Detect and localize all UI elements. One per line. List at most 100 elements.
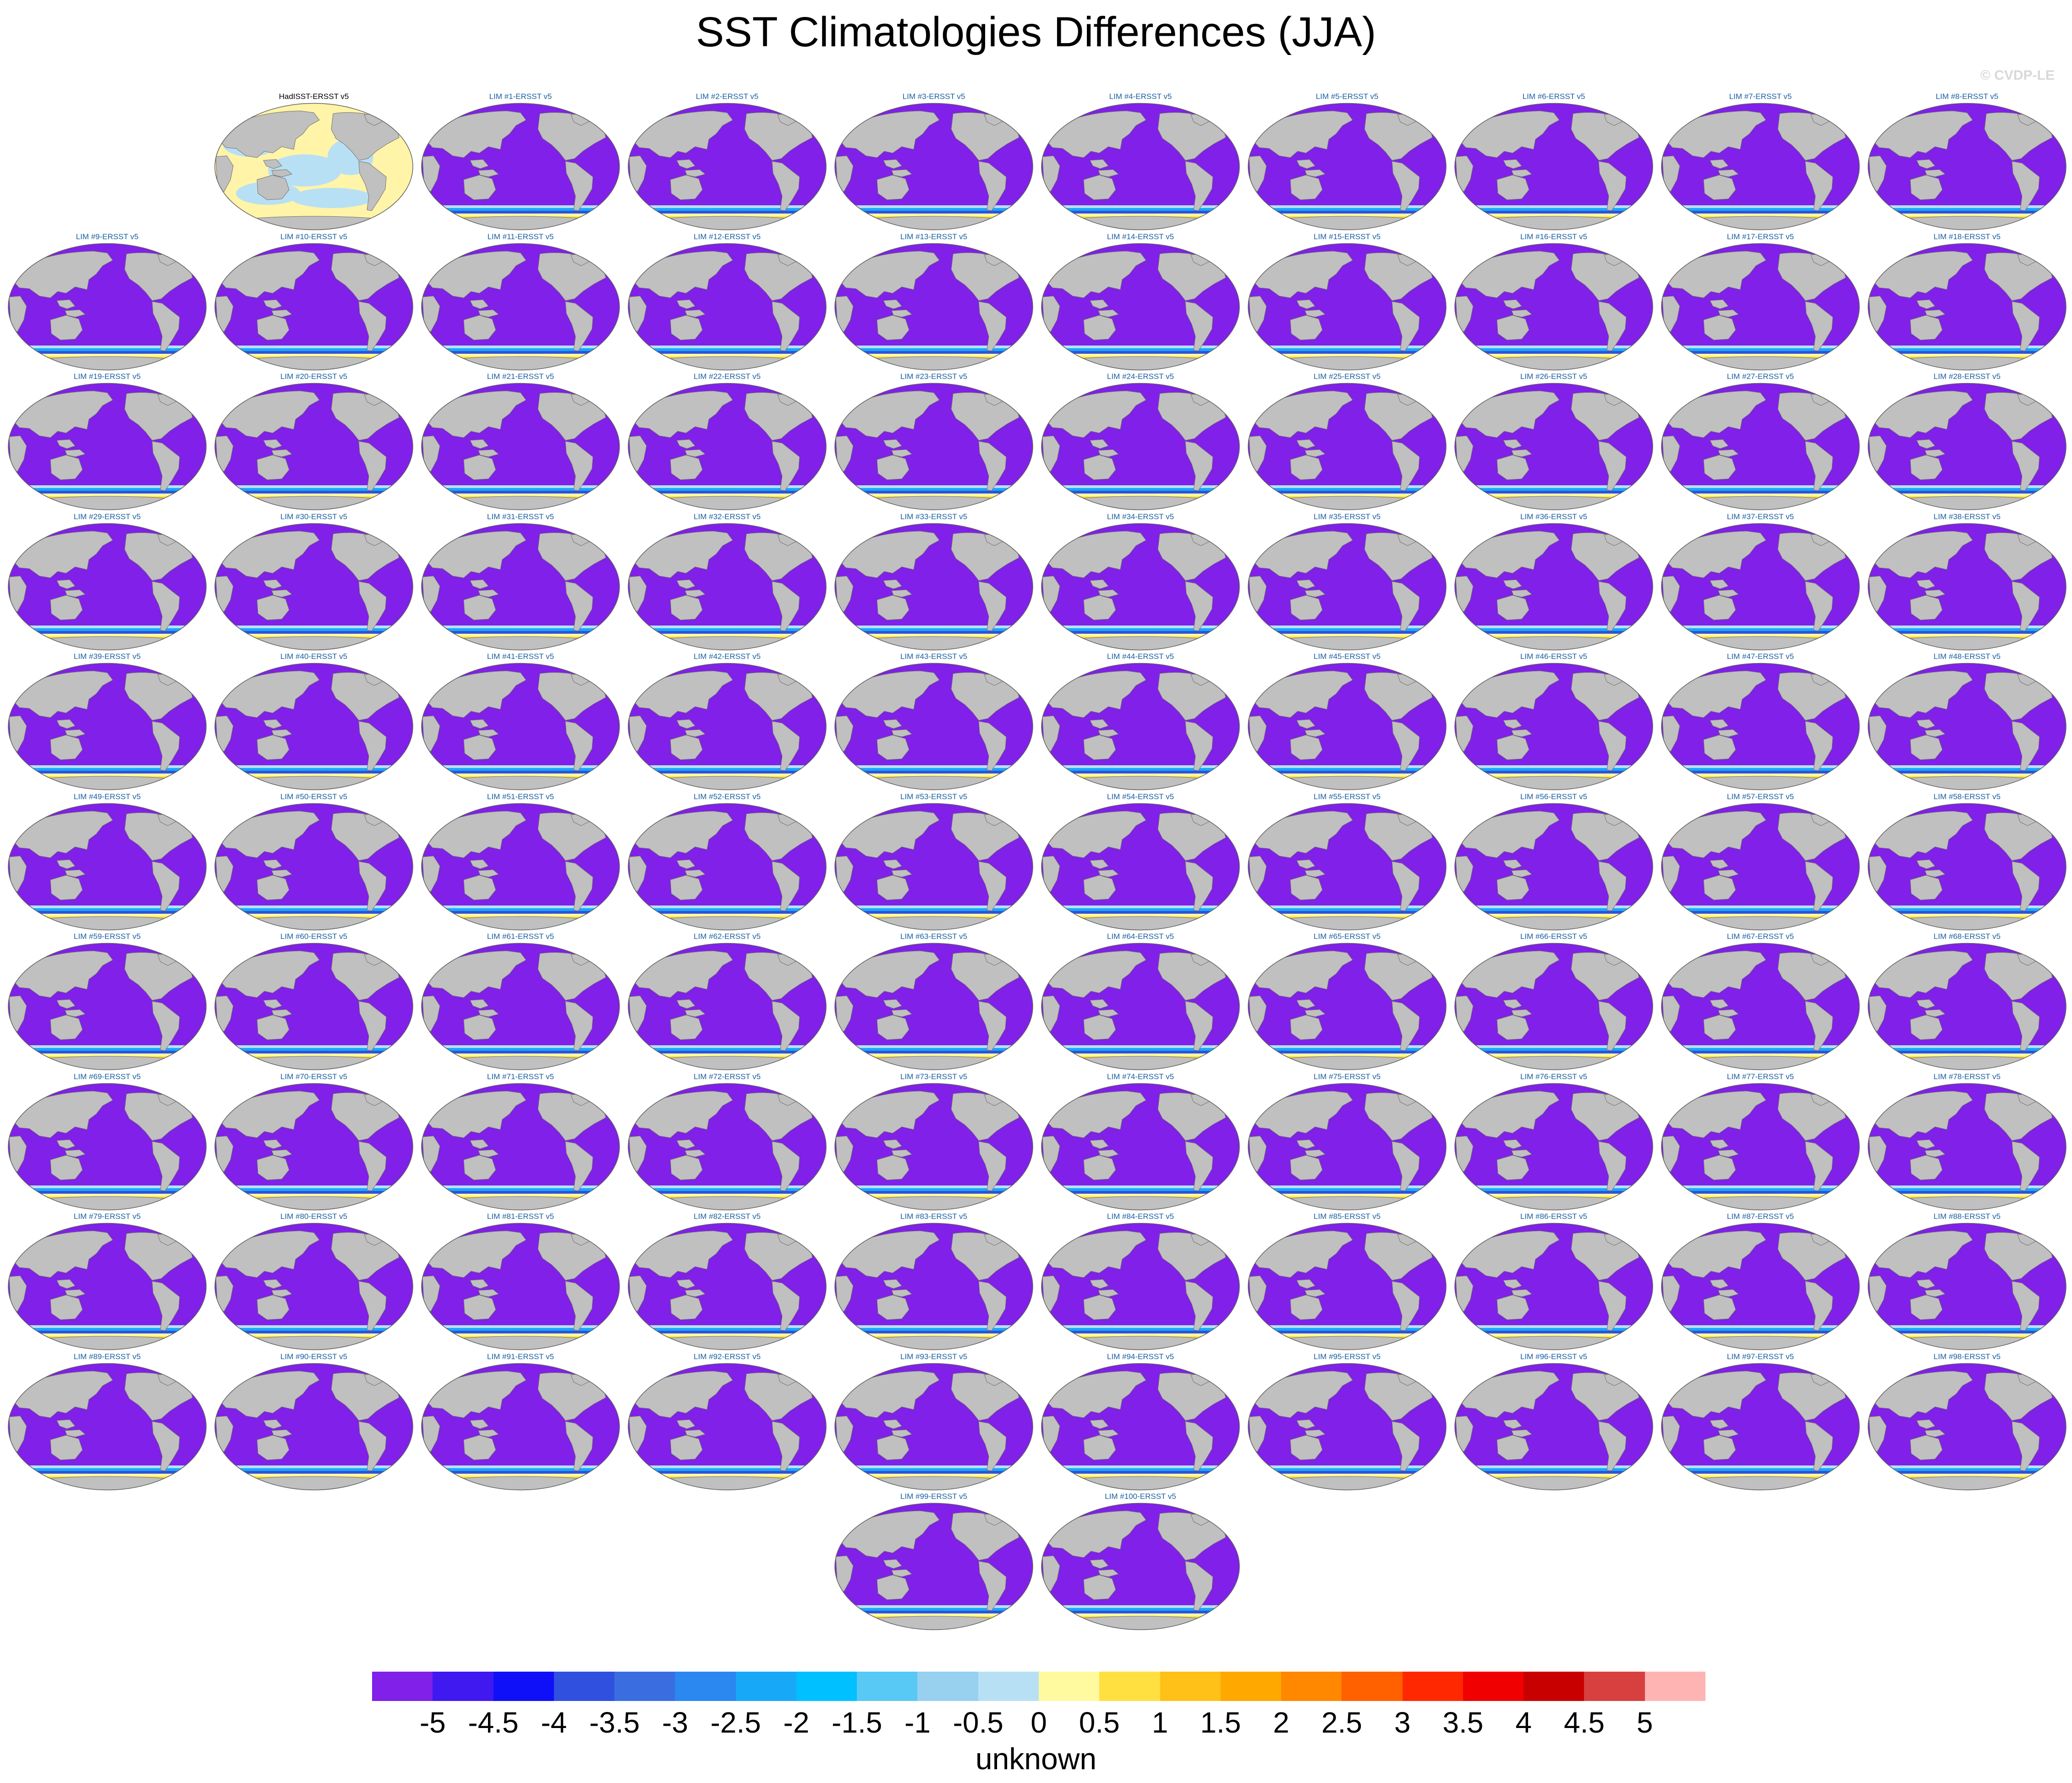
map-panel: LIM #60-ERSST v5 (213, 932, 415, 1071)
map-38 (1868, 523, 2067, 650)
panel-label: LIM #25-ERSST v5 (1313, 372, 1381, 381)
land-mass (670, 874, 703, 900)
land-mass (478, 729, 499, 737)
land-mass (1098, 169, 1119, 177)
map-98 (1868, 1363, 2067, 1490)
land-mass (1392, 1001, 1420, 1051)
map-18 (1868, 243, 2067, 370)
land-mass (1916, 439, 1935, 449)
panel-label: LIM #28-ERSST v5 (1933, 372, 2001, 381)
land-mass (1305, 729, 1326, 737)
map-panel: LIM #58-ERSST v5 (1866, 792, 2068, 932)
panel-label: LIM #48-ERSST v5 (1933, 652, 2001, 661)
land-mass (1083, 1575, 1116, 1600)
land-mass (883, 1559, 902, 1569)
land-mass (1805, 1141, 1833, 1191)
map-panel: LIM #29-ERSST v5 (6, 512, 208, 652)
land-mass (676, 579, 696, 589)
panel-label: LIM #29-ERSST v5 (73, 512, 141, 521)
land-mass (1503, 719, 1522, 729)
panel-label: LIM #2-ERSST v5 (696, 92, 759, 101)
land-mass (772, 161, 800, 211)
land-mass (1290, 175, 1323, 200)
land-mass (263, 579, 282, 589)
land-mass (1098, 1569, 1119, 1577)
map-17 (1661, 243, 1860, 370)
land-mass (978, 721, 1007, 771)
land-mass (358, 861, 387, 911)
land-mass (1710, 1279, 1729, 1289)
land-mass (1916, 1279, 1935, 1289)
land-mass (883, 999, 902, 1009)
land-mass (1703, 1434, 1736, 1460)
land-mass (428, 636, 613, 650)
land-mass (1805, 581, 1833, 631)
land-mass (842, 916, 1026, 930)
panel-label: LIM #86-ERSST v5 (1520, 1212, 1588, 1221)
land-mass (65, 869, 86, 878)
map-32 (628, 523, 827, 650)
map-75 (1248, 1083, 1447, 1210)
land-mass (883, 159, 902, 169)
land-mass (15, 1056, 199, 1070)
map-panel: LIM #53-ERSST v5 (833, 792, 1035, 932)
land-mass (685, 1429, 706, 1437)
land-mass (772, 1421, 800, 1471)
panel-label: LIM #44-ERSST v5 (1107, 652, 1174, 661)
map-9 (8, 243, 207, 370)
land-mass (222, 1476, 406, 1490)
colorbar-tick-label: 1 (1151, 1706, 1168, 1739)
colorbar-box (1584, 1672, 1645, 1701)
panel-label: LIM #65-ERSST v5 (1313, 932, 1381, 941)
land-mass (1083, 1434, 1116, 1460)
land-mass (470, 1419, 489, 1429)
panel-label: LIM #60-ERSST v5 (280, 932, 348, 941)
land-mass (152, 1141, 180, 1191)
land-mass (1710, 159, 1729, 169)
land-mass (65, 589, 86, 598)
land-mass (670, 1295, 703, 1320)
colorbar-box (433, 1672, 494, 1701)
land-mass (978, 301, 1007, 351)
land-mass (1511, 1149, 1533, 1158)
land-mass (1503, 299, 1522, 309)
panel-label: LIM #61-ERSST v5 (487, 932, 554, 941)
map-panel: LIM #76-ERSST v5 (1453, 1072, 1655, 1212)
map-panel: LIM #38-ERSST v5 (1866, 512, 2068, 652)
land-mass (670, 594, 703, 620)
map-67 (1661, 943, 1860, 1070)
land-mass (1098, 729, 1119, 737)
land-mass (1305, 449, 1326, 457)
land-mass (1083, 1295, 1116, 1320)
land-mass (1875, 1196, 2059, 1210)
land-mass (428, 1196, 613, 1210)
land-mass (222, 1336, 406, 1350)
land-mass (1910, 1015, 1943, 1040)
map-89 (8, 1363, 207, 1490)
land-mass (670, 735, 703, 760)
map-panel: LIM #65-ERSST v5 (1246, 932, 1448, 1071)
land-mass (1255, 496, 1439, 510)
map-97 (1661, 1363, 1860, 1490)
land-mass (1910, 314, 1943, 340)
map-52 (628, 803, 827, 930)
land-mass (842, 496, 1026, 510)
land-mass (1511, 309, 1533, 318)
map-40 (214, 663, 413, 790)
map-59 (8, 943, 207, 1070)
colorbar-tick-labels: -5 -4.5 -4 -3.5 -3 -2.5 -2 -1.5 -1 -0.5 0 0.5 1 1.5 2 2… (372, 1706, 1705, 1742)
map-55 (1248, 803, 1447, 930)
panel-label: LIM #22-ERSST v5 (693, 372, 761, 381)
land-mass (635, 1476, 819, 1490)
panel-label: LIM #98-ERSST v5 (1933, 1352, 2001, 1361)
land-mass (1296, 439, 1316, 449)
land-mass (1875, 636, 2059, 650)
land-mass (1255, 916, 1439, 930)
land-mass (358, 441, 387, 491)
map-84 (1041, 1223, 1240, 1350)
map-35 (1248, 523, 1447, 650)
map-92 (628, 1363, 827, 1490)
land-mass (676, 1279, 696, 1289)
land-mass (1496, 1434, 1529, 1460)
panel-label: LIM #36-ERSST v5 (1520, 512, 1588, 521)
